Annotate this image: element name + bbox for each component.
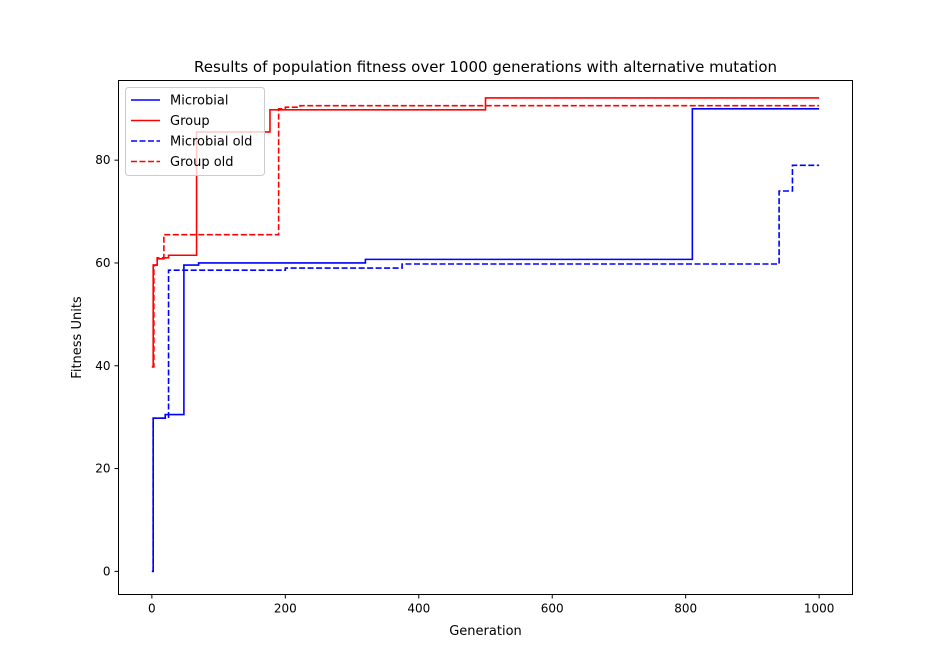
- x-tick-label: 200: [274, 602, 297, 616]
- x-tick-label: 0: [148, 602, 156, 616]
- x-axis: 0 200 400 600 800 1000: [148, 595, 834, 616]
- y-tick-label: 60: [95, 256, 110, 270]
- x-tick-label: 600: [541, 602, 564, 616]
- y-tick-label: 20: [95, 462, 110, 476]
- chart-title: Results of population fitness over 1000 …: [194, 58, 777, 76]
- y-axis: 0 20 40 60 80: [95, 153, 118, 578]
- x-tick-label: 400: [407, 602, 430, 616]
- y-tick-label: 80: [95, 153, 110, 167]
- y-axis-label: Fitness Units: [70, 296, 85, 379]
- x-tick-label: 1000: [804, 602, 835, 616]
- y-tick-label: 0: [103, 564, 111, 578]
- legend-label-microbial-old: Microbial old: [170, 135, 252, 150]
- legend: Microbial Group Microbial old Group old: [126, 88, 265, 176]
- series-line-microbial-old: [152, 165, 819, 571]
- series-line-microbial: [152, 109, 819, 572]
- legend-label-group-old: Group old: [170, 155, 234, 170]
- y-tick-label: 40: [95, 359, 110, 373]
- x-axis-label: Generation: [449, 624, 522, 639]
- x-tick-label: 800: [674, 602, 697, 616]
- legend-label-microbial: Microbial: [170, 94, 228, 109]
- legend-label-group: Group: [170, 114, 210, 129]
